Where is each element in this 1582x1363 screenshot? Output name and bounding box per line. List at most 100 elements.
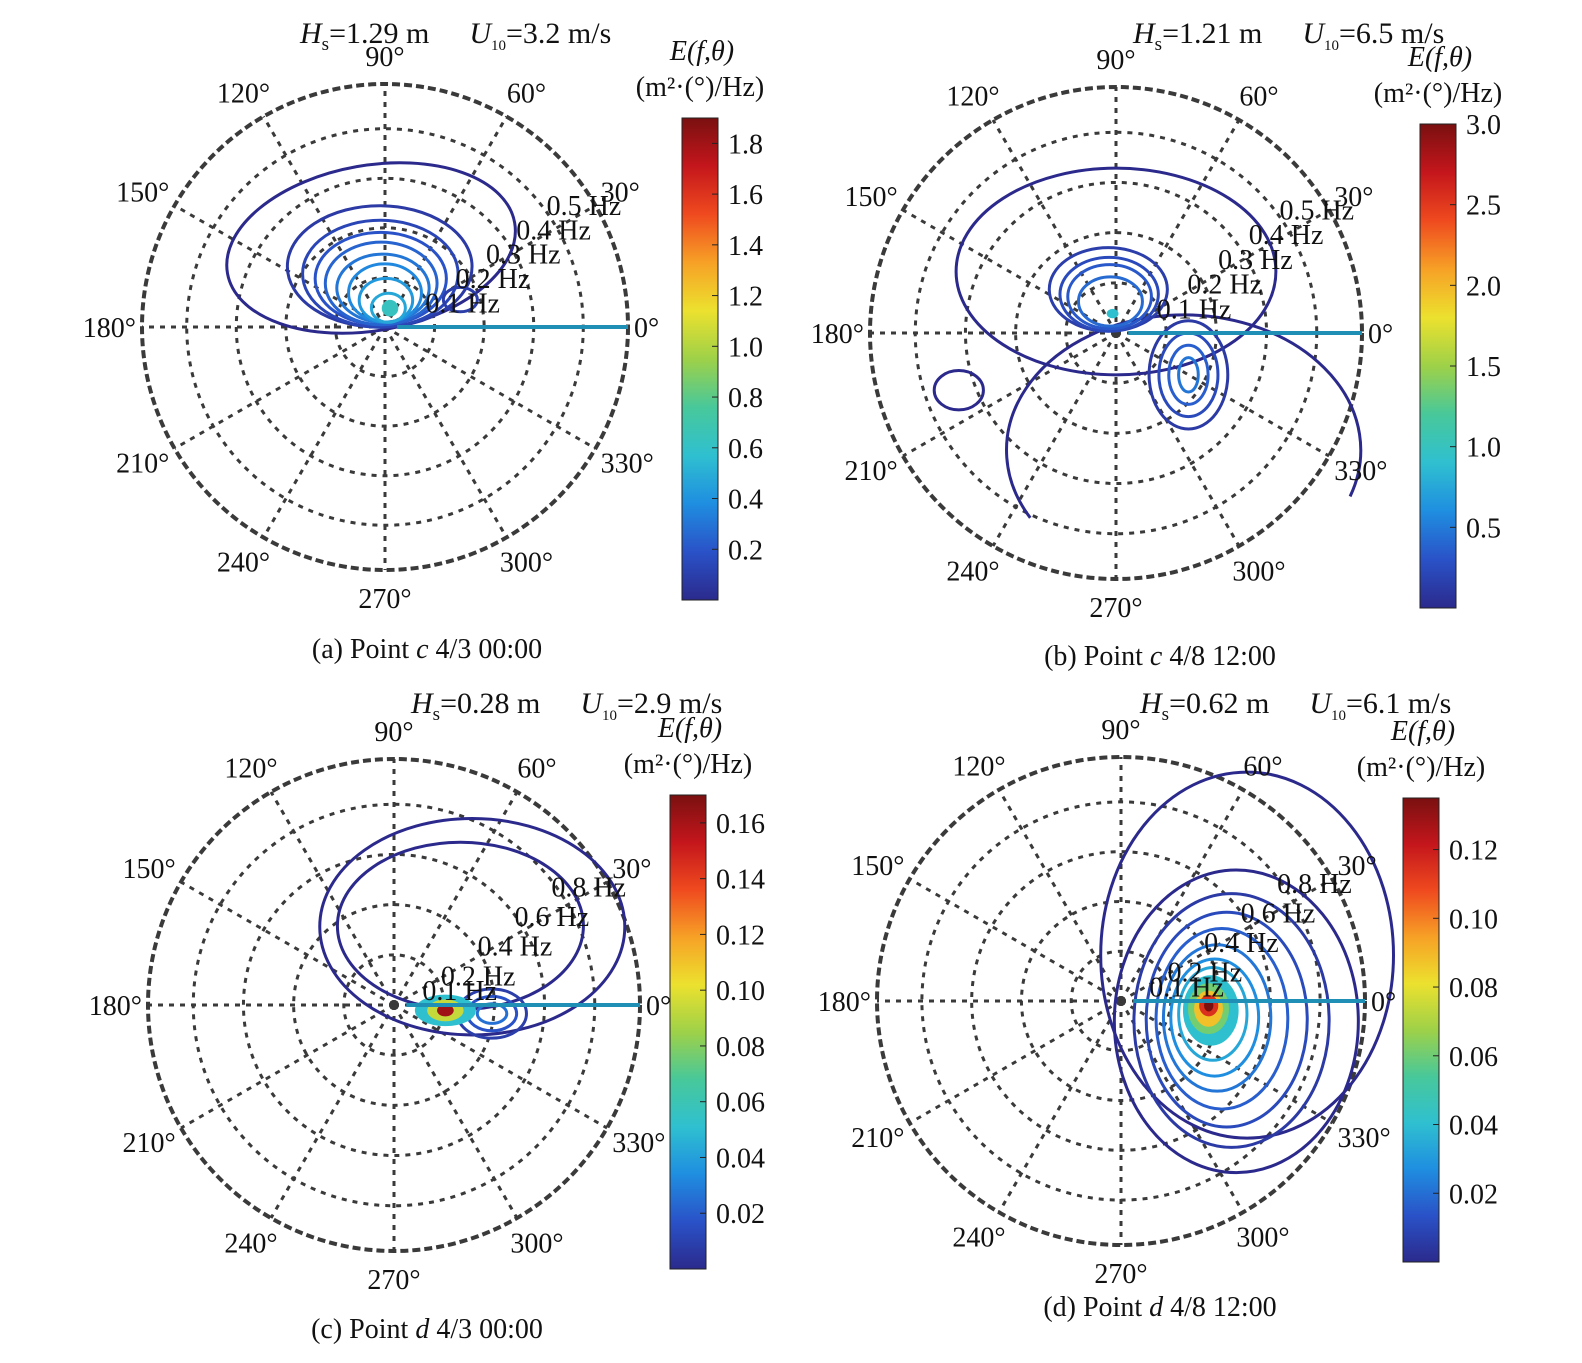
angle-label-270: 270° [367, 1265, 420, 1296]
colorbar-tick-label: 2.5 [1466, 191, 1501, 222]
colorbar-unit: (m²·(°)/Hz) [624, 749, 752, 780]
colorbar-tick-label: 1.6 [728, 180, 763, 211]
panel-d: Hs=0.62 m U10=6.1 m/s 0° 30° 60° 90° 120° 150° 1… [818, 687, 1498, 1323]
contour-line [1112, 868, 1360, 1175]
frequency-label: 0.5 Hz [1279, 195, 1354, 226]
spoke-210 [173, 325, 386, 450]
angle-label-210: 210° [116, 449, 169, 480]
contour-line [1177, 356, 1200, 394]
frequency-label: 0.4 Hz [1204, 928, 1279, 959]
angle-label-270: 270° [1094, 1259, 1147, 1290]
spoke-240 [262, 326, 387, 539]
colorbar-tick-label: 0.5 [1466, 513, 1501, 544]
angle-label-90: 90° [374, 717, 413, 748]
colorbar-title: E(f,θ) [657, 713, 722, 744]
colorbar-tick-label: 1.5 [1466, 352, 1501, 383]
panel-caption: (b) Point c 4/8 12:00 [1044, 641, 1276, 672]
angle-label-150: 150° [123, 854, 176, 885]
caption-prefix: (b) Point [1044, 641, 1150, 672]
contour-line [1132, 892, 1331, 1149]
spoke-30 [393, 880, 608, 1007]
colorbar-tick-label: 1.8 [728, 129, 763, 160]
contour-line [1066, 263, 1153, 331]
colorbar-tick-label: 0.16 [716, 809, 765, 840]
colorbar-tick-label: 0.14 [716, 865, 765, 896]
colorbar-tick-label: 0.10 [1449, 904, 1498, 935]
contour-line [1169, 957, 1261, 1078]
contour-line [323, 240, 439, 327]
colorbar-tick-label: 0.02 [1449, 1179, 1498, 1210]
u10-subscript: 10 [602, 708, 617, 724]
colorbar-tick-label: 0.08 [1449, 973, 1498, 1004]
caption-prefix: (a) Point [312, 634, 416, 665]
angle-label-0: 0° [634, 313, 659, 344]
caption-time: 4/3 00:00 [429, 634, 543, 665]
spoke-300 [1119, 1000, 1245, 1214]
u10-symbol: U [1309, 687, 1333, 720]
spoke-60 [383, 115, 508, 328]
angle-label-180: 180° [818, 987, 871, 1018]
spoke-150 [173, 204, 386, 329]
panel-header: Hs=0.62 m U10=6.1 m/s [1139, 687, 1451, 725]
angle-label-330: 330° [601, 449, 654, 480]
angle-label-120: 120° [946, 82, 999, 113]
frequency-label: 0.1 Hz [425, 289, 500, 320]
angle-label-240: 240° [952, 1223, 1005, 1254]
contour-line [1147, 319, 1230, 431]
hs-symbol: H [1132, 17, 1157, 50]
angle-label-150: 150° [116, 178, 169, 209]
frequency-label: 0.2 Hz [1168, 958, 1243, 989]
frequency-label: 0.3 Hz [1218, 245, 1293, 276]
hs-subscript: s [1162, 704, 1169, 725]
energy-peak [1106, 308, 1119, 319]
angle-label-210: 210° [851, 1123, 904, 1154]
angle-label-300: 300° [500, 548, 553, 579]
contour-group [225, 161, 517, 335]
spoke-30 [1120, 877, 1334, 1003]
spoke-330 [393, 1003, 608, 1130]
angle-label-270: 270° [358, 584, 411, 615]
frequency-label: 0.2 Hz [456, 264, 531, 295]
caption-time: 4/3 00:00 [429, 1314, 543, 1345]
u10-value: =6.5 m/s [1339, 17, 1444, 50]
frequency-label: 0.1 Hz [1157, 294, 1232, 325]
u10-value: =2.9 m/s [617, 687, 722, 720]
contour-line [1161, 943, 1273, 1093]
angle-label-300: 300° [1232, 556, 1285, 587]
energy-peak [381, 299, 399, 317]
panel-caption: (d) Point d 4/8 12:00 [1043, 1292, 1276, 1323]
angle-label-30: 30° [612, 854, 651, 885]
angle-label-300: 300° [510, 1228, 563, 1259]
contour-group [1099, 770, 1396, 1175]
frequency-label: 0.2 Hz [1187, 270, 1262, 301]
spoke-210 [908, 999, 1122, 1125]
colorbar-tick-label: 3.0 [1466, 110, 1501, 141]
angle-label-240: 240° [217, 548, 270, 579]
contour-line [369, 291, 407, 324]
angle-label-240: 240° [224, 1228, 277, 1259]
angle-label-60: 60° [517, 754, 556, 785]
frequency-label: 0.1 Hz [1149, 972, 1224, 1003]
colorbar-tick-label: 0.04 [1449, 1111, 1498, 1142]
u10-symbol: U [580, 687, 604, 720]
colorbar-tick-label: 0.02 [716, 1199, 765, 1230]
panel-caption: (c) Point d 4/3 00:00 [311, 1314, 543, 1345]
contour-line [1099, 770, 1396, 1140]
angle-label-210: 210° [845, 456, 898, 487]
angle-label-150: 150° [851, 851, 904, 882]
colorbar-tick-label: 0.2 [728, 535, 763, 566]
spoke-120 [997, 788, 1123, 1002]
contour-line [1005, 313, 1363, 519]
colorbar [1402, 797, 1440, 1263]
panel-caption: (a) Point c 4/3 00:00 [312, 634, 542, 665]
spoke-300 [383, 326, 508, 539]
u10-subscript: 10 [1331, 708, 1346, 724]
spoke-120 [262, 115, 387, 328]
caption-prefix: (c) Point [311, 1314, 415, 1345]
frequency-label: 0.4 Hz [478, 932, 553, 963]
colorbar-tick-label: 0.4 [728, 485, 763, 516]
angle-label-150: 150° [845, 182, 898, 213]
colorbar-tick-label: 1.0 [728, 332, 763, 363]
spoke-210 [902, 331, 1117, 458]
